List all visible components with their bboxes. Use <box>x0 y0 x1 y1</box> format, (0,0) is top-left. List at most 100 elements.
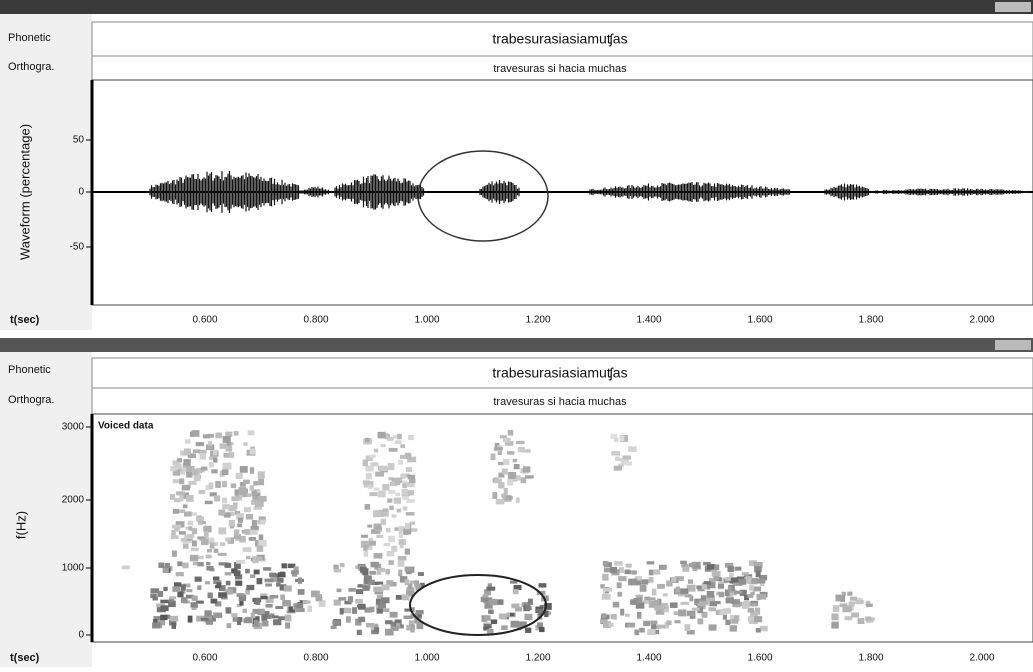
window-controls[interactable] <box>995 2 1031 12</box>
spectrogram-cell <box>374 524 382 530</box>
spectrogram-cell <box>236 473 243 479</box>
spectrogram-cell <box>501 625 507 630</box>
spectrogram-cell <box>226 446 232 452</box>
spectrogram-cell <box>183 459 190 466</box>
window-controls[interactable] <box>995 340 1031 350</box>
spectrogram-cell <box>186 471 192 477</box>
spectrogram-cell <box>608 623 613 627</box>
x-tick-label: 0.800 <box>303 315 328 326</box>
spectrogram-cell <box>179 478 184 484</box>
spectrogram-cell <box>374 553 383 559</box>
spectrogram-cell <box>614 561 623 565</box>
spectrogram-cell <box>735 567 741 571</box>
spectrogram-cell <box>197 562 203 566</box>
spectrogram-cell <box>833 605 840 612</box>
spectrogram-cell <box>225 538 231 542</box>
spectrogram-cell <box>203 434 210 438</box>
spectrogram-cell <box>637 580 641 585</box>
spectrogram-cell <box>502 468 508 474</box>
spectrogram-cell <box>250 467 254 473</box>
spectrogram-cell <box>400 545 404 548</box>
spectrogram-cell <box>358 617 365 622</box>
spectrogram-cell <box>406 467 412 472</box>
spectrogram-cell <box>193 449 200 453</box>
spectrogram-cell <box>671 577 676 582</box>
spectrogram-cell <box>388 536 395 543</box>
spectrogram-cell <box>680 561 687 564</box>
spectrogram-cell <box>397 509 401 513</box>
spectrogram-cell <box>752 603 758 606</box>
spectrogram-cell <box>376 599 381 605</box>
spectrogram-cell <box>214 495 220 501</box>
spectrogram-cell <box>715 564 719 570</box>
spectrogram-cell <box>229 452 234 458</box>
spectrogram-cell <box>370 562 378 568</box>
spectrogram-cell <box>261 596 268 599</box>
spectrogram-cell <box>402 496 409 500</box>
spectrogram-cell <box>207 445 212 449</box>
spectrogram-cell <box>728 566 734 572</box>
spectrogram-cell <box>516 497 520 502</box>
spectrogram-cell <box>714 576 720 580</box>
y-tick-label: 50 <box>73 135 85 146</box>
spectrogram-cell <box>611 614 617 619</box>
spectrogram-cell <box>234 529 239 535</box>
spectrogram-cell <box>865 616 871 620</box>
spectrogram-cell <box>378 432 386 439</box>
spectrogram-cell <box>258 496 267 502</box>
spectrogram-cell <box>654 569 661 574</box>
spectrogram-cell <box>687 611 696 616</box>
spectrogram-cell <box>188 481 196 485</box>
x-tick-label: 1.000 <box>414 315 439 326</box>
spectrogram-cell <box>643 621 650 626</box>
spectrogram-cell <box>676 587 680 592</box>
spectrogram-cell <box>685 624 691 631</box>
spectrogram-cell <box>603 588 612 592</box>
spectrogram-cell <box>488 599 497 605</box>
spectrogram-cell <box>613 602 619 608</box>
spectrogram-cell <box>620 609 624 616</box>
spectrogram-cell <box>201 539 208 545</box>
spectrogram-cell <box>712 571 721 576</box>
spectrogram-cell <box>346 616 351 622</box>
spectrogram-cell <box>626 564 632 568</box>
spectrogram-cell <box>192 430 199 436</box>
spectrogram-cell <box>376 535 383 538</box>
spectrogram-cell <box>709 624 717 630</box>
spectrogram-cell <box>220 443 227 449</box>
spectrogram-cell <box>379 466 387 471</box>
spectrogram-cell <box>257 546 263 552</box>
spectrogram-cell <box>160 600 168 604</box>
spectrogram-cell <box>244 529 251 535</box>
spectrogram-cell <box>272 615 279 618</box>
spectrogram-cell <box>205 501 213 504</box>
spectrogram-cell <box>654 605 663 610</box>
spectrogram-cell <box>218 592 227 598</box>
spectrogram-cell <box>726 598 734 604</box>
spectrogram-cell <box>258 479 264 486</box>
spectrogram-cell <box>602 594 611 600</box>
spectrogram-cell <box>251 613 255 619</box>
spectrogram-cell <box>622 455 631 459</box>
spectrogram-cell <box>850 597 857 601</box>
spectrogram-cell <box>657 584 665 589</box>
spectrogram-cell <box>516 441 524 444</box>
spectrogram-cell <box>234 431 239 435</box>
spectrogram-cell <box>696 585 702 589</box>
spectrogram-cell <box>690 616 696 619</box>
spectrogram-cell <box>389 506 393 511</box>
spectrogram-cell <box>405 579 410 585</box>
spectrogram-cell <box>388 560 393 565</box>
y-tick-label: 0 <box>78 630 84 641</box>
spectrogram-cell <box>637 597 642 603</box>
spectrogram-cell <box>258 540 266 547</box>
spectrogram-cell <box>332 620 340 624</box>
spectrogram-cell <box>418 614 422 617</box>
spectrogram-cell <box>369 492 377 496</box>
x-tick-label: 1.800 <box>858 315 883 326</box>
x-tick-label: 0.600 <box>192 653 217 664</box>
spectrogram-cell <box>396 493 400 496</box>
spectrogram-cell <box>498 462 503 465</box>
spectrogram-cell <box>204 531 208 538</box>
spectrogram-cell <box>172 525 181 529</box>
